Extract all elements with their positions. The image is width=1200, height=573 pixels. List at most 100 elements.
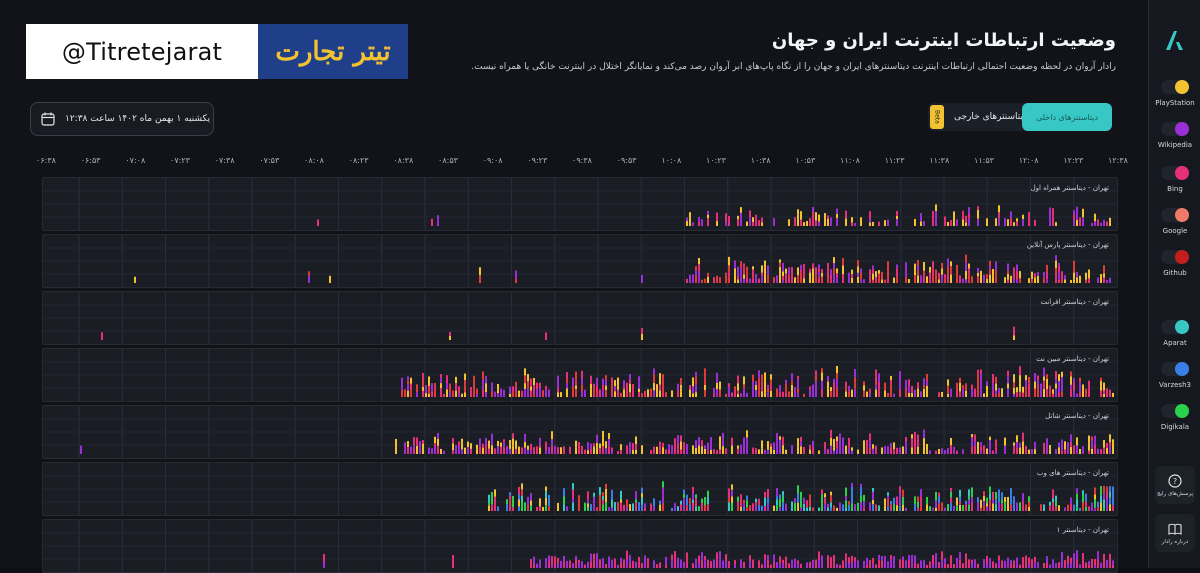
tab-domestic-datacenters[interactable]: دیتاسنترهای داخلی	[1022, 103, 1112, 131]
outage-bar	[524, 383, 526, 389]
outage-bar	[1094, 499, 1096, 508]
toggle-pill[interactable]	[1161, 250, 1189, 264]
datacenter-toggle[interactable]: Beta دیتاسنترهای خارجی دیتاسنترهای داخلی	[928, 103, 1112, 131]
outage-bar	[833, 391, 835, 397]
outage-bar	[779, 259, 781, 263]
service-toggle-playstation[interactable]: PlayStation	[1149, 80, 1200, 107]
datacenter-row[interactable]: تهران - دیتاسنتر افرانت	[42, 291, 1118, 345]
guide-button[interactable]: درباره رادار	[1155, 514, 1195, 552]
toggle-pill[interactable]	[1161, 166, 1189, 180]
outage-bar	[902, 497, 904, 505]
outage-bar	[623, 559, 625, 568]
outage-bar	[851, 274, 853, 278]
outage-bar	[1022, 504, 1024, 511]
outage-bar	[785, 386, 787, 393]
outage-bar	[740, 448, 742, 454]
outage-bar	[488, 494, 490, 502]
outage-bar	[1046, 378, 1048, 384]
datacenter-row[interactable]: تهران - دیتاسنتر پارس آنلاین	[42, 234, 1118, 288]
outage-bar	[962, 385, 964, 389]
outage-bar	[1007, 219, 1009, 226]
datacenter-row[interactable]: تهران - دیتاسنتر ۱	[42, 519, 1118, 573]
outage-bar	[578, 448, 580, 454]
outage-bar	[812, 268, 814, 277]
outage-bar	[785, 503, 787, 511]
outage-bar	[911, 385, 913, 393]
outage-bar	[440, 448, 442, 454]
outage-bar	[605, 441, 607, 449]
outage-bar	[797, 267, 799, 276]
datacenter-row[interactable]: تهران - دیتاسنتر های وب	[42, 462, 1118, 516]
outage-bar	[965, 390, 967, 397]
outage-bar	[809, 506, 811, 511]
outage-bar	[836, 273, 838, 278]
outage-bar	[878, 389, 880, 397]
time-tick: ۱۰:۵۳	[795, 156, 816, 165]
outage-bar	[515, 440, 517, 449]
datacenter-row[interactable]: تهران - دیتاسنتر همراه اول	[42, 177, 1118, 231]
outage-bar	[1004, 560, 1006, 568]
outage-bar	[779, 563, 781, 568]
outage-bar	[938, 503, 940, 511]
outage-bar	[1037, 380, 1039, 385]
service-toggle-bing[interactable]: Bing	[1149, 166, 1200, 193]
service-toggle-github[interactable]: Github	[1149, 250, 1200, 277]
outage-bar	[761, 440, 763, 449]
outage-bar	[1058, 381, 1060, 388]
outage-bar	[800, 500, 802, 508]
outage-bar	[935, 218, 937, 226]
service-toggle-varzesh3[interactable]: Varzesh3	[1149, 362, 1200, 389]
toggle-pill[interactable]	[1161, 404, 1189, 418]
outage-bar	[1100, 495, 1102, 503]
outage-bar	[404, 442, 406, 449]
toggle-pill[interactable]	[1161, 208, 1189, 222]
time-tick: ۱۱:۰۸	[840, 156, 860, 165]
outage-bar	[596, 553, 598, 562]
tab-foreign-datacenters[interactable]: دیتاسنترهای خارجی	[954, 112, 1028, 122]
outage-bar	[776, 388, 778, 397]
outage-bar	[1061, 391, 1063, 397]
service-toggle-google[interactable]: Google	[1149, 208, 1200, 235]
outage-bar	[458, 441, 460, 446]
outage-bar	[602, 378, 604, 385]
outage-bar	[971, 502, 973, 511]
outage-bar	[584, 389, 586, 394]
outage-bar	[1097, 551, 1099, 560]
outage-bar	[776, 487, 778, 497]
toggle-pill[interactable]	[1161, 80, 1189, 94]
outage-bar	[980, 389, 982, 397]
service-toggle-aparat[interactable]: Aparat	[1149, 320, 1200, 347]
datacenter-row[interactable]: تهران - دیتاسنتر شاتل	[42, 405, 1118, 459]
outage-bar	[734, 275, 736, 283]
outage-bar	[890, 447, 892, 454]
outage-bar	[1061, 271, 1063, 280]
service-toggle-wikipedia[interactable]: Wikipedia	[1149, 122, 1200, 149]
faq-button[interactable]: ? پرسش‌های رایج	[1155, 466, 1195, 504]
datacenter-row[interactable]: تهران - دیتاسنتر مبین نت	[42, 348, 1118, 402]
outage-bar	[956, 382, 958, 390]
outage-bar	[440, 383, 442, 389]
outage-bar	[515, 448, 517, 454]
outage-bar	[827, 388, 829, 397]
service-toggle-digikala[interactable]: Digikala	[1149, 404, 1200, 431]
outage-bar	[980, 442, 982, 447]
outage-bar	[1076, 219, 1078, 226]
outage-bar	[818, 214, 820, 222]
outage-bar	[1103, 447, 1105, 454]
toggle-pill[interactable]	[1161, 122, 1189, 136]
outage-bar	[716, 552, 718, 560]
outage-bar	[698, 506, 700, 511]
outage-bar	[593, 553, 595, 560]
toggle-pill[interactable]	[1161, 362, 1189, 376]
outage-bar	[938, 492, 940, 497]
outage-bar	[956, 264, 958, 274]
outage-bar	[917, 501, 919, 508]
outage-bar	[812, 218, 814, 226]
outage-bar	[740, 261, 742, 268]
toggle-pill[interactable]	[1161, 320, 1189, 334]
outage-bar	[977, 389, 979, 397]
date-picker[interactable]: یکشنبه ۱ بهمن ماه ۱۴۰۲ ساعت ۱۲:۳۸	[30, 102, 214, 136]
outage-bar	[752, 266, 754, 270]
outage-bar	[884, 556, 886, 560]
outage-bar	[824, 493, 826, 498]
